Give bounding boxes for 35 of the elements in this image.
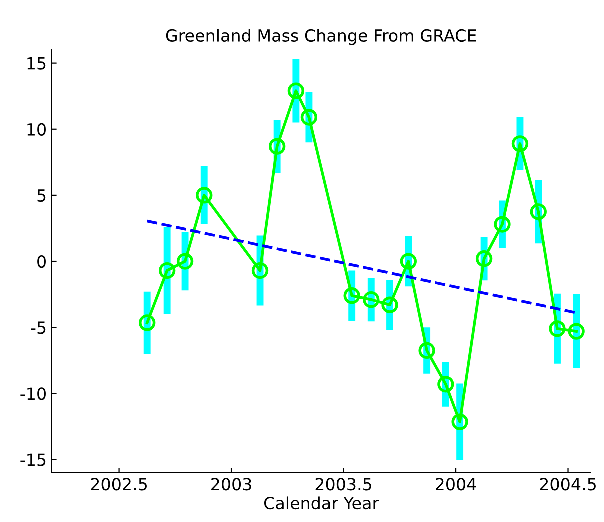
point xyxy=(512,136,529,152)
point xyxy=(176,253,194,270)
x-tick-label: 2004.5 xyxy=(540,478,596,491)
point xyxy=(363,292,380,308)
y-tick-label: 15 xyxy=(28,58,46,70)
y-tick-label: -15 xyxy=(20,454,46,466)
point xyxy=(139,314,156,332)
y-tick-label: 0 xyxy=(38,255,46,268)
point xyxy=(382,296,398,314)
x-tick-label: 2002.5 xyxy=(91,478,147,491)
point xyxy=(494,216,511,233)
x-tick-label: 2003 xyxy=(212,478,252,491)
chart-title: Greenland Mass Change From GRACE xyxy=(166,29,476,46)
point xyxy=(400,253,417,270)
point xyxy=(418,342,436,360)
x-tick-label: 2003.5 xyxy=(316,478,372,491)
point xyxy=(158,262,176,280)
point xyxy=(288,82,305,100)
x-tick-label: 2004 xyxy=(436,478,476,491)
point xyxy=(196,187,213,204)
point xyxy=(530,204,547,220)
y-tick-label: -10 xyxy=(20,388,46,400)
point xyxy=(568,323,585,340)
x-axis-title: Calendar Year xyxy=(264,496,380,510)
point xyxy=(476,250,493,268)
point xyxy=(300,109,318,126)
y-tick-label: 10 xyxy=(28,123,46,136)
y-tick-label: 5 xyxy=(38,190,46,202)
point xyxy=(452,414,468,430)
point xyxy=(252,262,269,280)
point xyxy=(438,376,454,393)
point xyxy=(549,320,566,338)
point xyxy=(268,138,286,155)
point xyxy=(344,288,360,304)
y-tick-label: -5 xyxy=(31,322,46,334)
